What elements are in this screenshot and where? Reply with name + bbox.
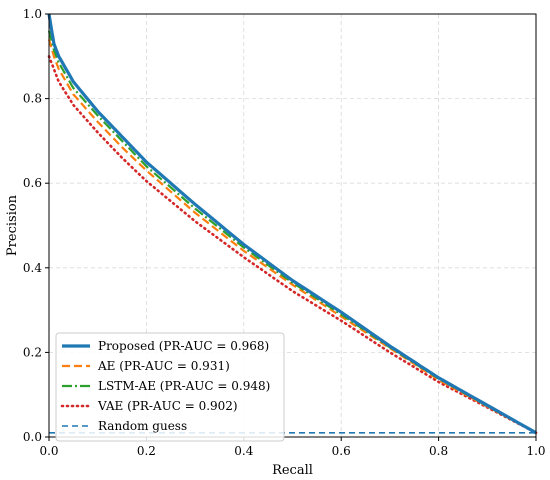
x-axis-ticks: 0.0 0.2 0.4 0.6 0.8 1.0 — [39, 437, 546, 458]
y-tick-label: 0.8 — [23, 92, 42, 106]
legend-entry: LSTM-AE (PR-AUC = 0.948) — [98, 379, 270, 393]
y-tick-label: 0.2 — [23, 345, 42, 359]
y-axis-label: Precision — [5, 194, 20, 256]
y-tick-label: 0.6 — [23, 176, 42, 190]
x-tick-label: 0.6 — [332, 444, 351, 458]
legend-entry: VAE (PR-AUC = 0.902) — [97, 399, 238, 413]
plot-frame — [48, 13, 537, 438]
legend: Proposed (PR-AUC = 0.968) AE (PR-AUC = 0.… — [55, 332, 285, 442]
series-line-0 — [47, 13, 537, 435]
y-tick-label: 0.0 — [23, 430, 42, 444]
legend-entry: Random guess — [98, 419, 187, 433]
x-tick-label: 0.8 — [429, 444, 448, 458]
x-tick-label: 0.4 — [234, 444, 253, 458]
x-tick-label: 0.0 — [39, 444, 58, 458]
series-line-3 — [47, 54, 538, 435]
legend-entry: AE (PR-AUC = 0.931) — [97, 359, 230, 373]
legend-box — [55, 332, 285, 442]
x-tick-label: 1.0 — [526, 444, 545, 458]
y-axis-ticks: 0.0 0.2 0.4 0.6 0.8 1.0 — [23, 7, 49, 444]
x-tick-label: 0.2 — [137, 444, 156, 458]
x-axis-label: Recall — [272, 463, 313, 478]
y-tick-label: 0.4 — [23, 261, 42, 275]
y-tick-label: 1.0 — [23, 7, 42, 21]
legend-entry: Proposed (PR-AUC = 0.968) — [98, 339, 269, 353]
